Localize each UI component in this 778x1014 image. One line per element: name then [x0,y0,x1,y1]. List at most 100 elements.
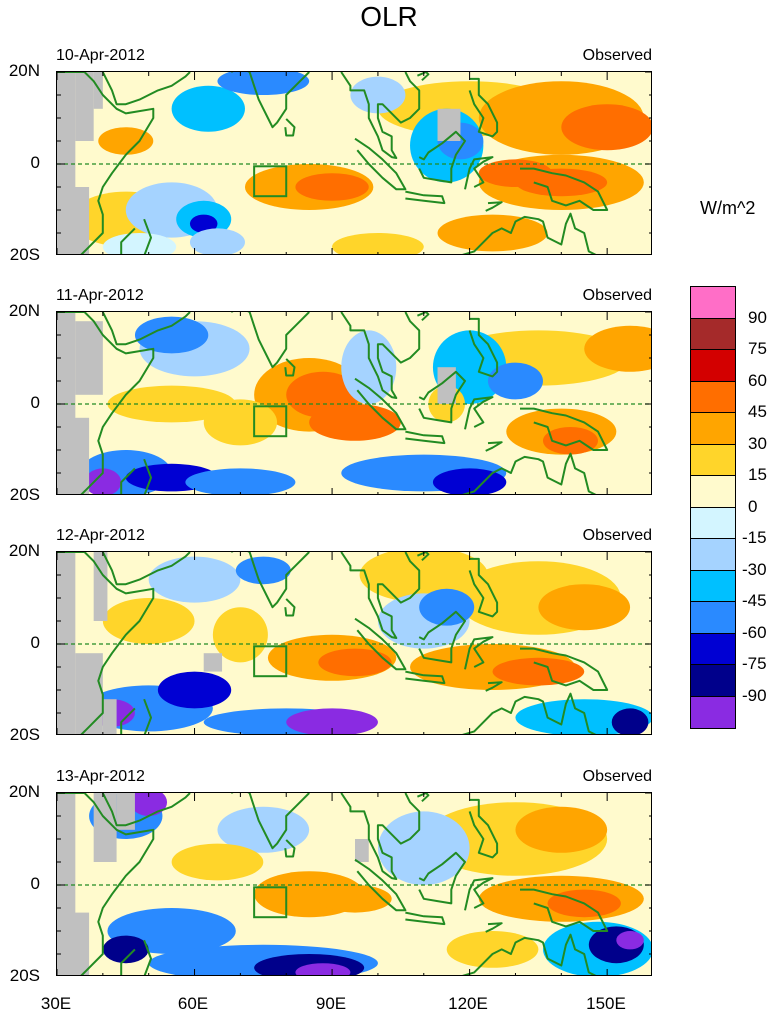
coastline-java [405,670,446,685]
lat-label-20n: 20N [8,541,40,560]
coastline-timor [485,922,503,933]
coastline-new-guinea [520,647,609,691]
colorbar-label: 90 [748,307,767,327]
lat-label-20n: 20N [8,301,40,320]
coastline-borneo [418,851,466,905]
olr-field [57,312,651,494]
coastline-timor [485,201,503,212]
anomaly-contour [515,806,608,853]
colorbar-swatch [691,444,735,476]
missing-data-cell [116,793,135,830]
colorbar-label: 45 [748,402,767,421]
anomaly-contour [318,885,392,913]
coastline-java [405,911,446,926]
coastline-borneo [418,610,466,664]
colorbar-swatch [691,413,735,445]
colorbar-swatch [691,318,735,350]
lon-label-90e: 90E [315,994,347,1013]
anomaly-contour [189,228,245,254]
coastline-timor [485,681,503,692]
coastline-india [231,312,310,369]
coastline-hainan [417,793,430,803]
colorbar-label: -75 [742,654,767,673]
coastline-sumatra [354,137,407,191]
target-region-box [253,405,288,438]
missing-data-cell [57,312,76,494]
lat-label-0: 0 [30,633,40,652]
colorbar-label: 30 [748,433,767,453]
coastline-madagascar [120,458,152,494]
map-panel-4: 13-Apr-2012 Observed [56,768,652,976]
anomaly-contour [341,330,397,404]
figure-title: OLR [360,1,418,32]
anomaly-contour [295,173,369,201]
colorbar-swatch [691,287,735,319]
coastline-philippines [468,77,499,138]
coastline-sulawesi [464,877,494,911]
coastline-africa [57,312,155,494]
lon-label-150e: 150E [586,994,626,1013]
coastline-new-guinea [520,167,609,211]
anomaly-contour [235,556,291,585]
olr-field [57,552,651,734]
coastline-sulawesi [464,396,494,430]
coastline-southeast-asia [340,552,421,639]
anomaly-contour [286,708,378,734]
anomaly-contour [102,935,149,964]
lat-label-20s: 20S [9,725,40,744]
coastline-africa [57,793,155,975]
coastline-java [405,190,446,205]
anomaly-contour [487,362,543,400]
map-frame [56,71,652,255]
anomaly-contour [478,159,553,187]
anomaly-contour [217,72,310,95]
lat-label-20s: 20S [9,245,40,264]
coastline-madagascar [120,698,152,734]
lat-label-20n: 20N [8,61,40,80]
anomaly-contour [185,468,296,494]
olr-field [57,72,651,254]
colorbar-swatch [691,570,735,602]
coastline-hainan [417,552,430,562]
missing-data-cell [70,912,90,975]
coastline-srilanka [284,839,296,858]
missing-data-cell [203,653,223,672]
panel-source: Observed [582,527,652,544]
anomaly-contour [350,76,406,114]
colorbar-label: 75 [748,339,767,358]
coastline-hainan [417,312,430,322]
anomaly-contour [203,399,278,446]
colorbar-label: 60 [748,370,767,390]
missing-data-cell [93,72,103,109]
coastline-sulawesi [464,156,494,190]
missing-data-cell [75,72,94,141]
anomaly-contour [171,85,245,132]
olr-field [57,793,651,975]
missing-data-cell [102,699,117,734]
anomaly-contour [134,316,209,354]
coastline-sumatra [354,858,407,912]
anomaly-contour [538,584,631,631]
coastline-new-guinea [520,407,609,451]
coastline-africa [57,72,155,254]
colorbar-label: 0 [748,496,758,516]
coastline-southeast-asia [340,312,421,399]
map-frame [56,792,652,976]
colorbar-label: 15 [748,465,767,484]
missing-data-cell [93,552,108,621]
anomaly-contour [102,598,195,644]
coastline-java [405,430,446,445]
colorbar-label: -30 [742,559,767,579]
coastline-india [231,552,310,609]
coastline-southeast-asia [340,793,421,880]
anomaly-contour [84,468,122,494]
coastline-srilanka [284,358,296,377]
colorbar-swatch [691,633,735,665]
colorbar-label: -90 [742,685,767,705]
coastline-new-guinea [520,888,609,932]
colorbar-swatch [691,696,735,728]
colorbar-swatch [691,476,735,508]
coastline-philippines [468,798,499,859]
map-frame [56,311,652,495]
lon-label-120e: 120E [448,994,488,1013]
